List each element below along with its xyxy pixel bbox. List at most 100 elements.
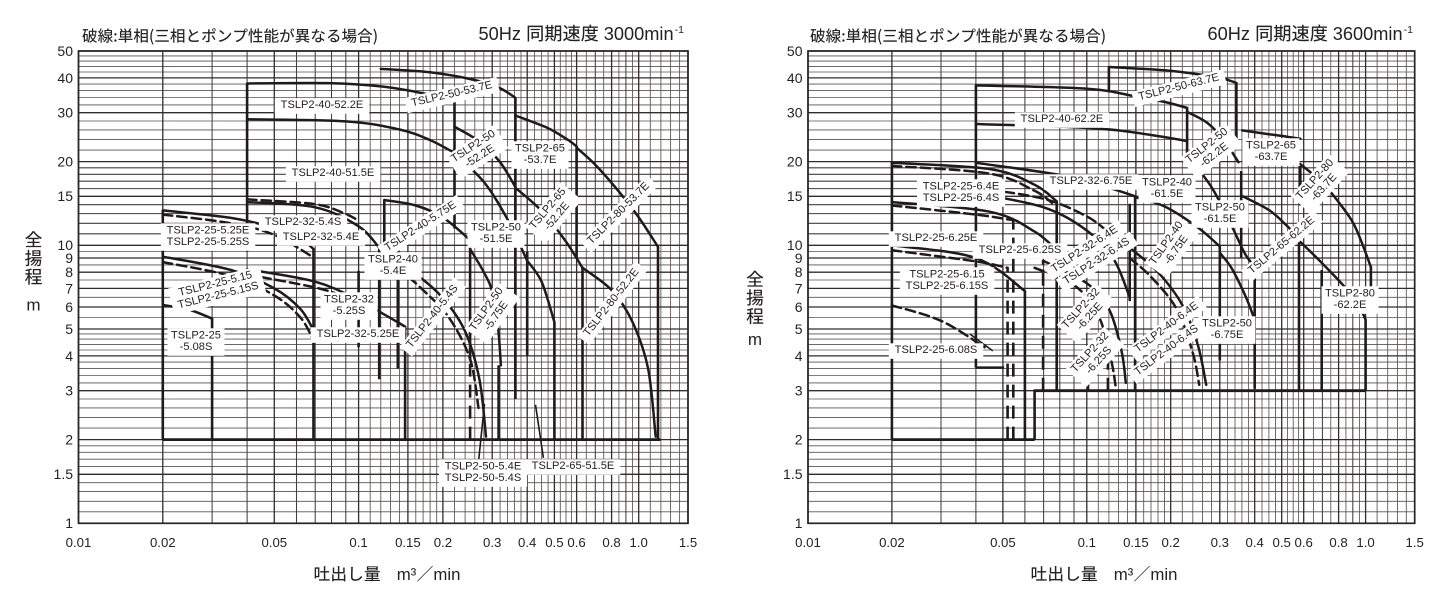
svg-text:min: min xyxy=(1150,565,1177,584)
svg-text:-62.2E: -62.2E xyxy=(1334,299,1367,311)
svg-text:TSLP2-50: TSLP2-50 xyxy=(471,221,521,233)
svg-text:TSLP2-40: TSLP2-40 xyxy=(368,253,418,265)
svg-text:2: 2 xyxy=(795,432,803,448)
svg-text:TSLP2-25-5.25E: TSLP2-25-5.25E xyxy=(167,224,250,236)
svg-text:0.01: 0.01 xyxy=(66,535,92,550)
svg-text:0.5: 0.5 xyxy=(545,535,563,550)
svg-text:3: 3 xyxy=(795,383,803,399)
svg-text:-5.08S: -5.08S xyxy=(180,341,213,353)
svg-text:-5.25S: -5.25S xyxy=(333,305,366,317)
svg-text:0.15: 0.15 xyxy=(395,535,421,550)
svg-text:-1: -1 xyxy=(1404,24,1413,36)
svg-text:TSLP2-50: TSLP2-50 xyxy=(1195,201,1245,213)
svg-text:TSLP2-65: TSLP2-65 xyxy=(1246,139,1296,151)
svg-text:40: 40 xyxy=(787,70,803,86)
svg-text:m³: m³ xyxy=(397,565,417,584)
svg-text:30: 30 xyxy=(787,105,803,121)
svg-text:-6.75E: -6.75E xyxy=(1211,329,1244,341)
svg-text:-51.5E: -51.5E xyxy=(480,233,513,245)
svg-text:m: m xyxy=(748,330,762,349)
svg-text:3: 3 xyxy=(65,383,73,399)
svg-text:TSLP2-80: TSLP2-80 xyxy=(1325,287,1375,299)
svg-text:TSLP2-32-5.4E: TSLP2-32-5.4E xyxy=(283,231,359,243)
svg-text:4: 4 xyxy=(795,348,803,364)
svg-text:TSLP2-50: TSLP2-50 xyxy=(1202,317,1252,329)
svg-text:0.15: 0.15 xyxy=(1123,535,1149,550)
svg-text:TSLP2-25: TSLP2-25 xyxy=(171,329,221,341)
svg-text:0.05: 0.05 xyxy=(990,535,1016,550)
svg-text:0.1: 0.1 xyxy=(1078,535,1096,550)
svg-text:0.05: 0.05 xyxy=(261,535,287,550)
svg-text:0.4: 0.4 xyxy=(1246,535,1264,550)
svg-text:0.4: 0.4 xyxy=(518,535,536,550)
svg-text:TSLP2-32-5.25E: TSLP2-32-5.25E xyxy=(317,328,400,340)
svg-text:1.5: 1.5 xyxy=(54,466,74,482)
svg-text:TSLP2-40-52.2E: TSLP2-40-52.2E xyxy=(281,99,364,111)
svg-text:m: m xyxy=(26,296,40,315)
svg-text:0.02: 0.02 xyxy=(879,535,905,550)
svg-text:0.1: 0.1 xyxy=(349,535,367,550)
svg-text:8: 8 xyxy=(65,264,73,280)
svg-text:15: 15 xyxy=(787,188,803,204)
svg-text:40: 40 xyxy=(57,70,73,86)
svg-text:0.2: 0.2 xyxy=(1162,535,1180,550)
svg-text:TSLP2-25-6.15: TSLP2-25-6.15 xyxy=(909,268,984,280)
svg-text:-1: -1 xyxy=(675,24,684,36)
svg-text:1: 1 xyxy=(795,515,803,531)
svg-text:TSLP2-65: TSLP2-65 xyxy=(515,142,565,154)
svg-text:0.01: 0.01 xyxy=(795,535,821,550)
svg-text:-53.7E: -53.7E xyxy=(524,154,557,166)
svg-text:TSLP2-32: TSLP2-32 xyxy=(324,293,374,305)
svg-text:4: 4 xyxy=(65,348,73,364)
svg-text:6: 6 xyxy=(795,299,803,315)
svg-text:TSLP2-25-6.4E: TSLP2-25-6.4E xyxy=(923,180,999,192)
svg-text:9: 9 xyxy=(795,250,803,266)
svg-text:TSLP2-65-51.5E: TSLP2-65-51.5E xyxy=(532,460,615,472)
svg-text:0.6: 0.6 xyxy=(567,535,585,550)
svg-text:5: 5 xyxy=(65,321,73,337)
svg-text:10: 10 xyxy=(787,237,803,253)
svg-text:TSLP2-50-5.4E: TSLP2-50-5.4E xyxy=(445,460,521,472)
svg-text:9: 9 xyxy=(65,250,73,266)
svg-text:min: min xyxy=(433,565,460,584)
svg-text:m³: m³ xyxy=(1114,565,1134,584)
svg-text:30: 30 xyxy=(57,105,73,121)
svg-text:-61.5E: -61.5E xyxy=(1204,213,1237,225)
svg-text:TSLP2-25-6.15S: TSLP2-25-6.15S xyxy=(906,280,989,292)
svg-text:5: 5 xyxy=(795,321,803,337)
svg-text:0.3: 0.3 xyxy=(483,535,501,550)
svg-text:50: 50 xyxy=(57,43,73,59)
svg-text:TSLP2-25-6.08S: TSLP2-25-6.08S xyxy=(895,344,978,356)
svg-text:TSLP2-32-5.4S: TSLP2-32-5.4S xyxy=(265,216,341,228)
svg-text:7: 7 xyxy=(795,280,803,296)
svg-text:1: 1 xyxy=(65,515,73,531)
svg-text:50Hz: 50Hz xyxy=(479,24,521,44)
svg-text:60Hz: 60Hz xyxy=(1208,24,1250,44)
svg-text:8: 8 xyxy=(795,264,803,280)
svg-text:TSLP2-25-6.4S: TSLP2-25-6.4S xyxy=(923,192,999,204)
svg-text:-63.7E: -63.7E xyxy=(1255,151,1288,163)
svg-text:TSLP2-40: TSLP2-40 xyxy=(1142,176,1192,188)
svg-text:1.5: 1.5 xyxy=(783,466,803,482)
svg-text:20: 20 xyxy=(787,154,803,170)
svg-text:0.8: 0.8 xyxy=(1329,535,1347,550)
svg-text:TSLP2-25-6.25S: TSLP2-25-6.25S xyxy=(979,244,1062,256)
svg-text:10: 10 xyxy=(57,237,73,253)
svg-text:-61.5E: -61.5E xyxy=(1151,188,1184,200)
svg-text:6: 6 xyxy=(65,299,73,315)
svg-text:TSLP2-40-62.2E: TSLP2-40-62.2E xyxy=(1021,113,1104,125)
svg-text:0.3: 0.3 xyxy=(1211,535,1229,550)
svg-text:15: 15 xyxy=(57,188,73,204)
svg-text:1.5: 1.5 xyxy=(1406,535,1424,550)
svg-text:0.5: 0.5 xyxy=(1273,535,1291,550)
svg-text:1.0: 1.0 xyxy=(630,535,648,550)
svg-text:0.8: 0.8 xyxy=(602,535,620,550)
svg-text:0.02: 0.02 xyxy=(150,535,176,550)
svg-text:TSLP2-32-6.75E: TSLP2-32-6.75E xyxy=(1050,175,1133,187)
svg-text:0.2: 0.2 xyxy=(434,535,452,550)
svg-text:TSLP2-25-6.25E: TSLP2-25-6.25E xyxy=(895,232,978,244)
svg-text:TSLP2-40-51.5E: TSLP2-40-51.5E xyxy=(292,167,375,179)
svg-text:TSLP2-50-5.4S: TSLP2-50-5.4S xyxy=(445,472,521,484)
svg-text:TSLP2-25-5.25S: TSLP2-25-5.25S xyxy=(167,236,250,248)
svg-text:1.0: 1.0 xyxy=(1356,535,1374,550)
